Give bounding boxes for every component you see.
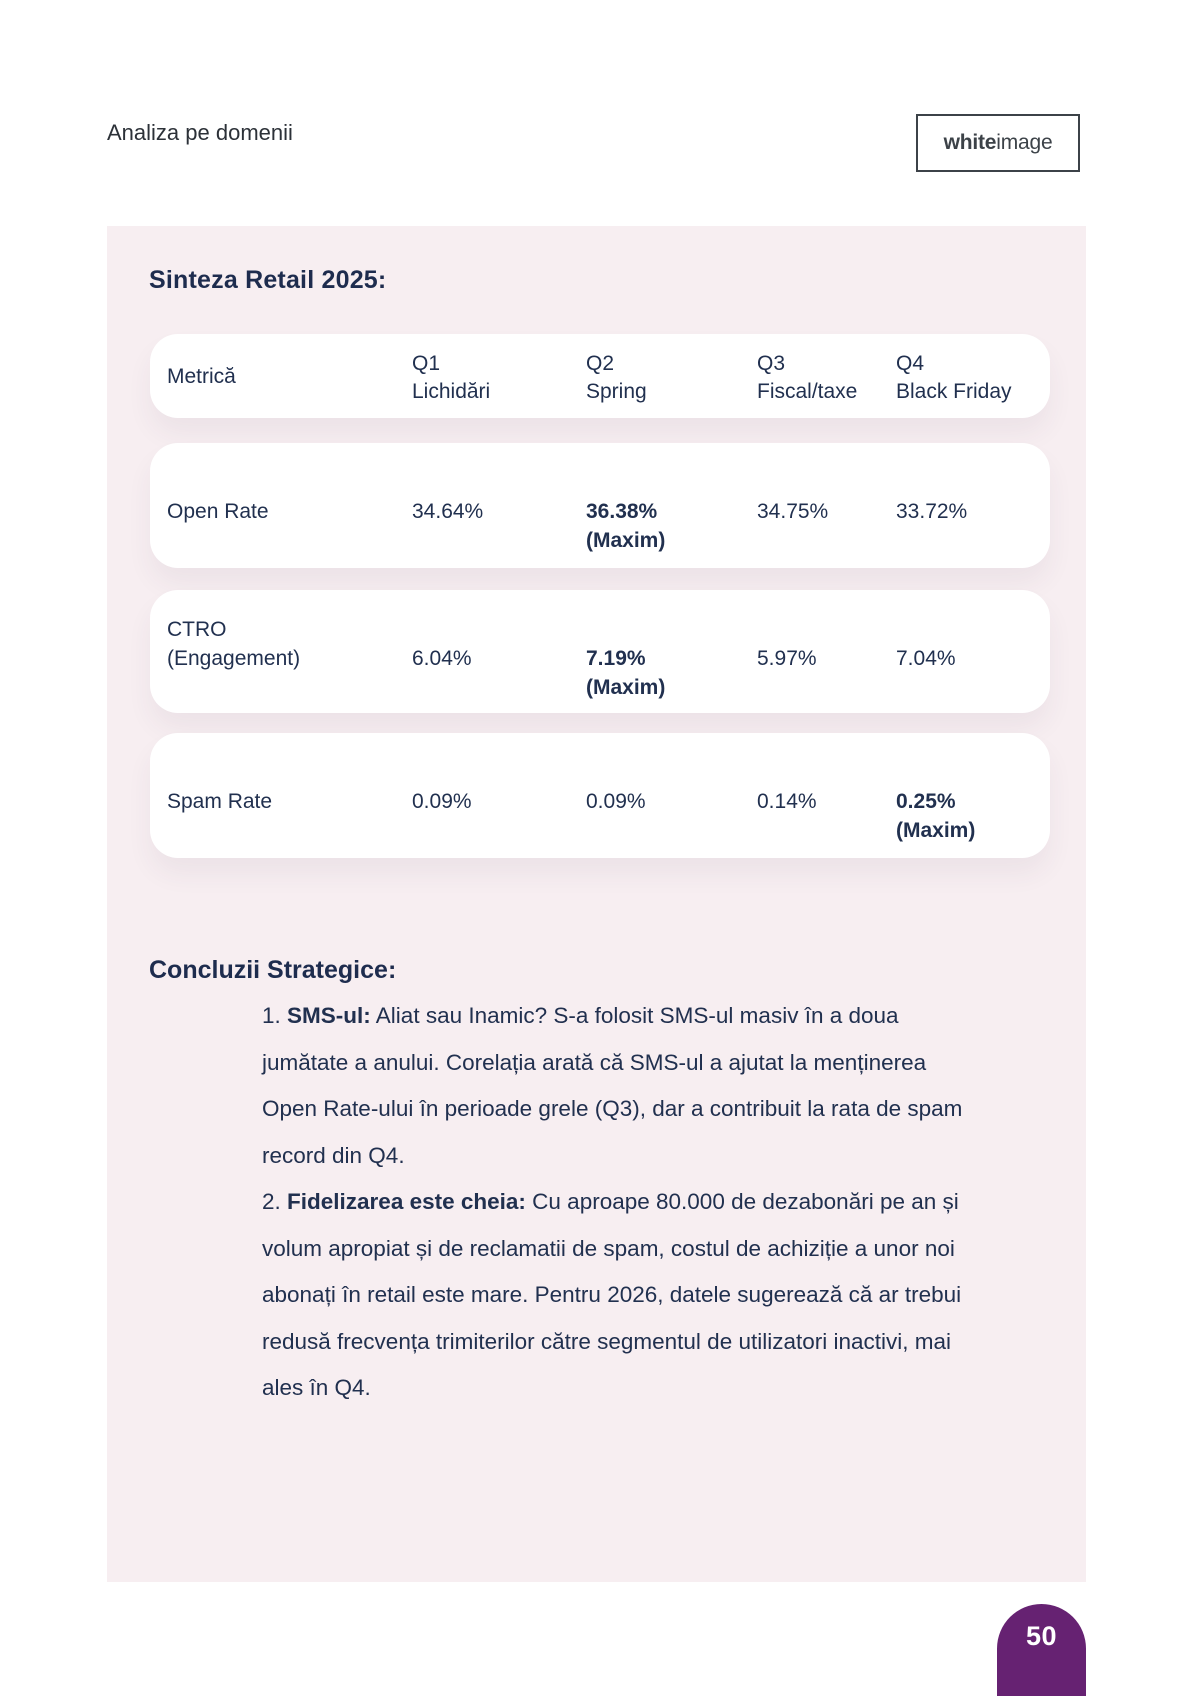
value-q3: 0.14% [757,790,817,813]
page-number: 50 [1025,1621,1058,1651]
item-1-rest: Aliat sau Inamic? S-a folosit SMS-ul mas… [375,1003,899,1028]
table-row-open-rate: Open Rate 34.64% 36.38% (Maxim) 34.75% 3… [150,443,1050,568]
item-2-rest: Cu aproape 80.000 de dezabonări pe an și [532,1189,959,1214]
value-q3: 34.75% [757,500,829,523]
header-q3-sub: Fiscal/taxe [757,380,858,403]
whiteimage-logo: white image [916,114,1080,172]
header-metric-label: Metrică [167,365,236,388]
header-q3: Q3 [757,352,786,375]
item-1-bold: SMS-ul: [287,1003,371,1028]
value-q4: 0.25% [896,790,956,813]
value-q2: 36.38% [586,500,658,523]
item-2-number: 2. [262,1189,281,1214]
value-q1: 34.64% [412,500,484,523]
table-header-card: Metrică Q1 Lichidări Q2 Spring Q3 Fiscal… [150,334,1050,418]
row-label: Open Rate [167,500,269,523]
conclusion-item-2-line-2: volum apropiat și de reclamatii de spam,… [262,1235,955,1261]
value-q2: 7.19% [586,647,646,670]
item-2-bold: Fidelizarea este cheia: [287,1189,526,1214]
conclusion-item-2-line-5: ales în Q4. [262,1375,371,1400]
value-q1: 6.04% [412,647,472,670]
conclusion-item-2-line-4: redusă frecvența trimiterilor către segm… [262,1328,952,1354]
table-title: Sinteza Retail 2025: [149,266,387,294]
row-label-line2: (Engagement) [167,647,301,670]
header-q1: Q1 [412,352,441,375]
row-label-line1: CTRO [167,618,227,641]
value-q2: 0.09% [586,790,646,813]
item-1-number: 1. [262,1003,281,1028]
header-q4-sub: Black Friday [896,380,1012,403]
value-q4-max-label: (Maxim) [896,819,976,842]
row-label: Spam Rate [167,790,273,813]
conclusion-item-2-line-3: abonați în retail este mare. Pentru 2026… [262,1282,962,1307]
table-row-spam-rate: Spam Rate 0.09% 0.09% 0.14% 0.25% (Maxim… [150,733,1050,858]
conclusions-body: 1. SMS-ul: Aliat sau Inamic? S-a folosit… [262,993,962,1412]
value-q4: 33.72% [896,500,968,523]
conclusion-item-2-line-1: 2. Fidelizarea este cheia: Cu aproape 80… [262,1179,962,1226]
logo-text-bold: white [943,131,997,154]
conclusion-item-1-line-4: record din Q4. [262,1142,405,1168]
header-q2-sub: Spring [586,380,647,403]
logo-text-light: image [996,131,1053,154]
conclusion-item-1-line-1: 1. SMS-ul: Aliat sau Inamic? S-a folosit… [262,993,962,1040]
header-q1-sub: Lichidări [412,380,491,403]
header-q2: Q2 [586,352,615,375]
value-q2-max-label: (Maxim) [586,529,666,552]
value-q1: 0.09% [412,790,472,813]
page-title: Analiza pe domenii [107,120,293,145]
value-q2-max-label: (Maxim) [586,676,666,699]
header-q4: Q4 [896,352,925,375]
page-number-badge: 50 [997,1604,1086,1696]
value-q3: 5.97% [757,647,817,670]
conclusion-item-1-line-3: Open Rate-ului în perioade grele (Q3), d… [262,1096,963,1121]
table-row-ctro: CTRO (Engagement) 6.04% 7.19% (Maxim) 5.… [150,590,1050,713]
value-q4: 7.04% [896,647,956,670]
conclusion-item-1-line-2: jumătate a anului. Corelația arată că SM… [262,1049,927,1075]
conclusions-heading: Concluzii Strategice: [149,956,397,984]
